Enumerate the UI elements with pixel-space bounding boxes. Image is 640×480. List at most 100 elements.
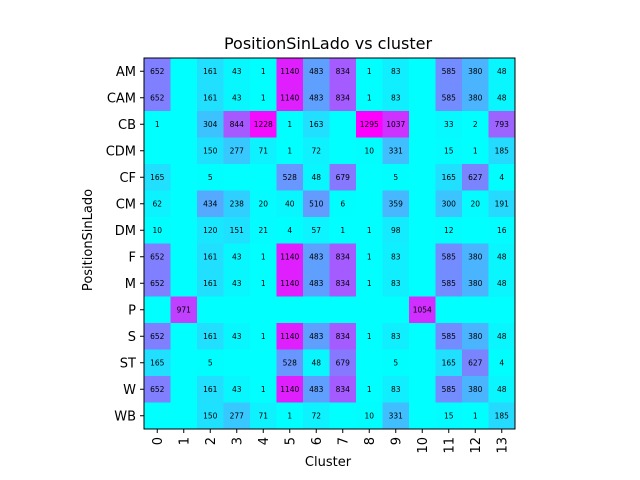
heatmap-cell [356,190,383,218]
cell-value-label: 4 [287,226,292,235]
cell-value-label: 16 [497,226,507,235]
heatmap-cell [329,270,357,297]
heatmap-cell [409,376,436,403]
heatmap-cell [435,349,463,377]
cell-value-label: 1 [367,67,372,76]
cell-value-label: 585 [442,67,457,76]
cell-value-label: 5 [208,358,213,367]
heatmap-cell [488,217,516,244]
cell-value-label: 5 [208,173,213,182]
heatmap-cell [435,217,463,244]
heatmap-cell [197,349,224,377]
cell-value-label: 510 [309,199,324,208]
heatmap-cell [144,243,171,271]
heatmap-cell [197,84,224,112]
cell-value-label: 483 [309,67,324,76]
heatmap-cell [329,323,357,350]
x-tick-label: 7 [336,437,351,445]
cell-value-label: 48 [497,279,507,288]
heatmap-cell [488,402,516,430]
heatmap-cell [462,323,489,350]
heatmap-cell [382,111,410,138]
heatmap-cell [170,164,198,191]
heatmap-cell [488,58,516,85]
heatmap-cell [276,190,304,218]
heatmap-cell [356,376,383,403]
heatmap-cell [223,164,251,191]
cell-value-label: 1140 [280,67,299,76]
cell-value-label: 380 [468,279,483,288]
heatmap-cell [223,243,251,271]
heatmap-cell [223,137,251,165]
heatmap-cell [435,164,463,191]
heatmap-cell [329,217,357,244]
cell-value-label: 1140 [280,385,299,394]
y-tick-label: S [128,330,136,345]
heatmap-cell [409,349,436,377]
heatmap-cell [250,323,277,350]
heatmap-cell [462,243,489,271]
cell-value-label: 150 [203,411,218,420]
cell-value-label: 483 [309,332,324,341]
heatmap-cell [435,402,463,430]
cell-value-label: 585 [442,385,457,394]
heatmap-cell [276,164,304,191]
heatmap-cell [488,349,516,377]
cell-value-label: 1 [367,332,372,341]
cell-value-label: 1 [287,411,292,420]
heatmap-cell [329,84,357,112]
heatmap-cell [409,296,436,324]
heatmap-cell [382,217,410,244]
heatmap-cell [197,270,224,297]
heatmap-cell [223,190,251,218]
cell-value-label: 679 [336,358,351,367]
x-tick-label: 9 [389,437,404,445]
cell-value-label: 191 [495,199,510,208]
cell-value-label: 10 [364,411,374,420]
heatmap-cell [170,349,198,377]
heatmap-cell [488,323,516,350]
heatmap-cell [356,137,383,165]
cell-value-label: 834 [336,385,351,394]
heatmap-cell [303,376,330,403]
cell-value-label: 652 [150,385,165,394]
heatmap-cell [382,243,410,271]
heatmap-cell [488,111,516,138]
cell-value-label: 71 [258,411,268,420]
heatmap-cell [197,137,224,165]
cell-value-label: 43 [232,67,242,76]
cell-value-label: 20 [258,199,268,208]
heatmap-cell [409,270,436,297]
heatmap-cell [462,190,489,218]
heatmap-cell [435,137,463,165]
heatmap-cell [435,58,463,85]
cell-value-label: 43 [232,385,242,394]
heatmap-cell [409,217,436,244]
cell-value-label: 48 [497,252,507,261]
heatmap-cell [276,111,304,138]
heatmap-cell [250,164,277,191]
y-tick-label: AM [116,65,136,80]
heatmap-cell [303,243,330,271]
heatmap-cell [329,137,357,165]
heatmap-cell [170,296,198,324]
heatmap-cell [356,243,383,271]
cell-value-label: 33 [444,120,454,129]
heatmap-cell [276,376,304,403]
heatmap-cell [462,84,489,112]
heatmap-cell [303,58,330,85]
heatmap-cell [144,402,171,430]
heatmap-cell [250,349,277,377]
cell-value-label: 1140 [280,279,299,288]
heatmap-cell [170,243,198,271]
cell-value-label: 1 [367,385,372,394]
cell-value-label: 1 [261,279,266,288]
heatmap-cell [329,376,357,403]
heatmap-cell [197,296,224,324]
heatmap-cell [276,270,304,297]
heatmap-cell [223,270,251,297]
cell-value-label: 1 [287,146,292,155]
cell-value-label: 1 [287,120,292,129]
